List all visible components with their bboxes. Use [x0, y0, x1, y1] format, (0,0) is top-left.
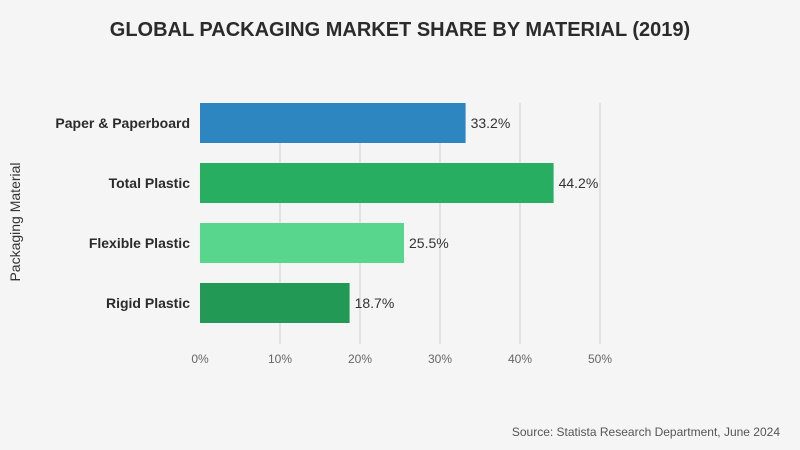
x-tick-label: 10%	[268, 352, 292, 366]
category-label-total-plastic: Total Plastic	[109, 175, 191, 191]
value-label-rigid-plastic: 18.7%	[355, 295, 395, 311]
bar-layer	[200, 103, 554, 323]
y-axis-title: Packaging Material	[7, 162, 23, 281]
category-label-flexible-plastic: Flexible Plastic	[89, 235, 190, 251]
x-tick-label: 20%	[348, 352, 372, 366]
chart-title: GLOBAL PACKAGING MARKET SHARE BY MATERIA…	[109, 19, 691, 41]
bar-flexible-plastic	[200, 223, 404, 263]
bar-total-plastic	[200, 163, 554, 203]
bar-paper-paperboard	[200, 103, 466, 143]
tick-layer: 0% 10% 20% 30% 40% 50%	[191, 352, 612, 366]
bar-rigid-plastic	[200, 283, 350, 323]
value-label-paper-paperboard: 33.2%	[471, 115, 511, 131]
label-layer: Paper & Paperboard 33.2% Total Plastic 44.2…	[55, 115, 598, 311]
category-label-rigid-plastic: Rigid Plastic	[106, 295, 190, 311]
x-tick-label: 50%	[588, 352, 612, 366]
x-tick-label: 30%	[428, 352, 452, 366]
value-label-total-plastic: 44.2%	[559, 175, 599, 191]
source-note: Source: Statista Research Department, Ju…	[511, 425, 780, 439]
category-label-paper-paperboard: Paper & Paperboard	[55, 115, 190, 131]
x-tick-label: 40%	[508, 352, 532, 366]
value-label-flexible-plastic: 25.5%	[409, 235, 449, 251]
x-tick-label: 0%	[191, 352, 209, 366]
